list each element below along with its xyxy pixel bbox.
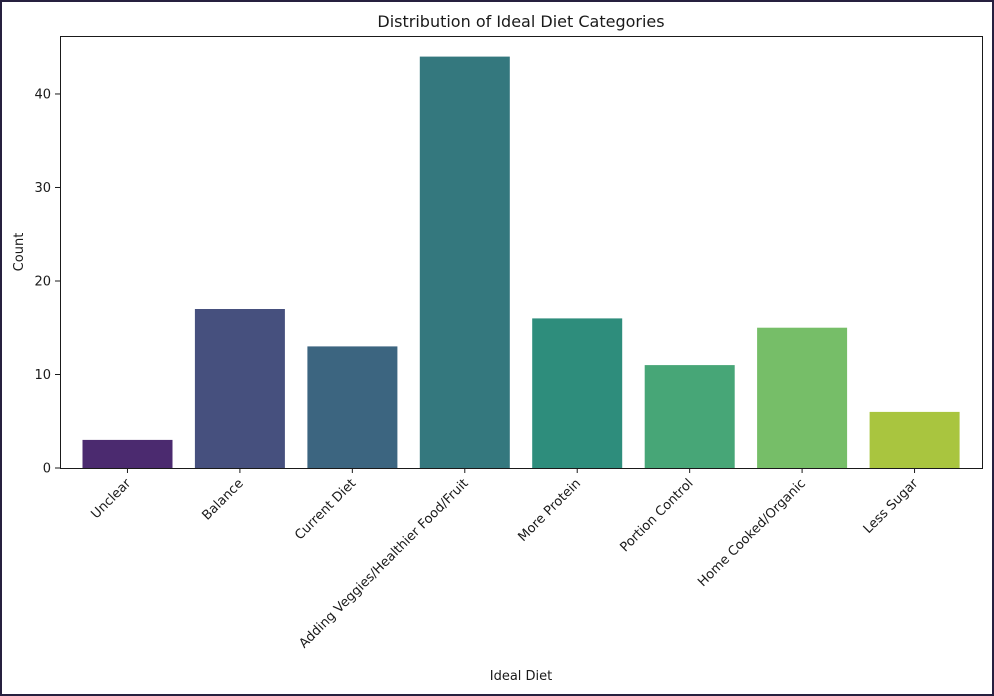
y-axis-ticks: 0 10 20 30 40 xyxy=(34,87,60,477)
plot-area-border xyxy=(60,36,983,469)
y-tick-label-3: 30 xyxy=(34,181,51,196)
bar-6 xyxy=(757,327,848,468)
bars-group xyxy=(82,56,960,468)
y-axis-label: Count xyxy=(12,233,27,272)
chart-title: Distribution of Ideal Diet Categories xyxy=(377,12,664,31)
y-tick-label-0: 0 xyxy=(43,462,51,477)
x-tick-label-5: Portion Control xyxy=(618,476,697,555)
x-tick-label-6: Home Cooked/Organic xyxy=(695,476,809,590)
y-tick-label-2: 20 xyxy=(34,274,51,289)
x-axis-label: Ideal Diet xyxy=(490,669,553,684)
x-tick-label-1: Balance xyxy=(199,476,246,523)
x-tick-label-0: Unclear xyxy=(88,476,134,522)
x-tick-label-2: Current Diet xyxy=(292,476,359,543)
bar-2 xyxy=(307,346,398,468)
x-tick-label-4: More Protein xyxy=(516,476,585,545)
bar-3 xyxy=(419,56,510,468)
y-tick-label-1: 10 xyxy=(34,368,51,383)
y-tick-label-4: 40 xyxy=(34,87,51,102)
bar-7 xyxy=(869,411,960,468)
bar-0 xyxy=(82,439,173,468)
x-tick-label-7: Less Sugar xyxy=(861,476,922,537)
bar-4 xyxy=(532,318,623,468)
bar-1 xyxy=(194,309,285,468)
bar-5 xyxy=(644,365,735,468)
